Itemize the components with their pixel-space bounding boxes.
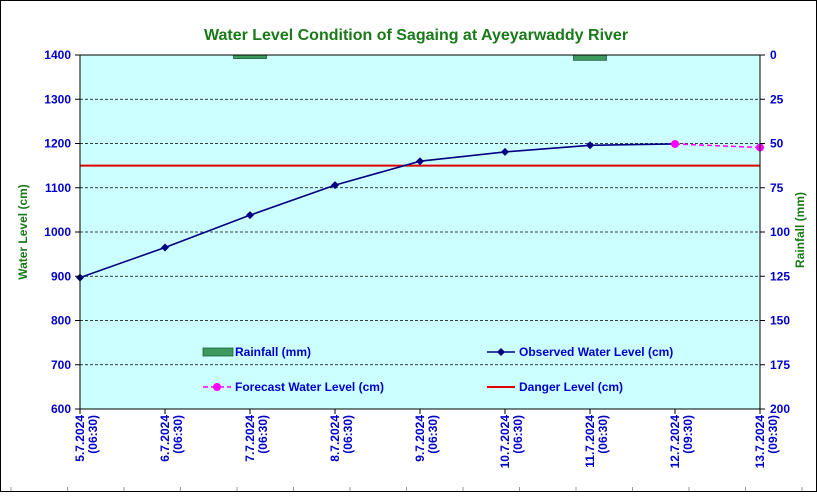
observed-point (331, 181, 339, 190)
x-tick-label: 9.7.2024(06:30) (413, 415, 440, 462)
y2-tick-label: 100 (770, 225, 790, 239)
x-tick-date: 6.7.2024 (158, 415, 172, 462)
x-tick-label: 11.7.2024(06:30) (583, 415, 610, 468)
y-tick-label: 600 (51, 402, 71, 416)
y2-tick-label: 150 (770, 314, 790, 328)
x-tick-date: 11.7.2024 (583, 415, 597, 468)
y2-tick-label: 25 (770, 92, 784, 106)
observed-water-level-line (79, 143, 676, 279)
legend: Rainfall (mm) Observed Water Level (cm) Fo… (202, 345, 673, 394)
observed-point (586, 141, 594, 150)
x-tick-time: (09:30) (766, 415, 780, 454)
observed-point (161, 243, 169, 252)
x-tick-label-group: 8.7.2024(06:30) (328, 415, 355, 462)
x-tick-label: 8.7.2024(06:30) (328, 415, 355, 462)
rainfall-bar (573, 54, 607, 61)
y2-tick-label: 125 (770, 269, 790, 283)
x-tick-date: 5.7.2024 (73, 415, 87, 462)
legend-item: Danger Level (cm) (487, 380, 623, 394)
x-tick-date: 8.7.2024 (328, 415, 342, 462)
observed-point (501, 147, 509, 156)
x-tick-time: (06:30) (596, 415, 610, 454)
axes: 1400 0 1300 25 1200 50 1100 75 1000 100 900 125 800 1… (10, 48, 803, 491)
x-tick-date: 12.7.2024 (668, 415, 682, 469)
legend-marker-observed (497, 348, 505, 356)
x-tick-label-group: 13.7.2024(09:30) (753, 415, 780, 469)
x-tick-label-group: 7.7.2024(06:30) (243, 415, 270, 462)
y2-tick-label: 200 (770, 402, 790, 416)
x-tick-label: 13.7.2024(09:30) (753, 415, 780, 469)
x-tick-label-group: 12.7.2024(09:30) (668, 415, 695, 469)
x-tick-time: (06:30) (511, 415, 525, 454)
x-tick-label: 12.7.2024(09:30) (668, 415, 695, 469)
y-tick-label: 1300 (44, 92, 71, 106)
y2-tick-label: 75 (770, 181, 784, 195)
x-tick-label: 7.7.2024(06:30) (243, 415, 270, 462)
x-tick-label-group: 9.7.2024(06:30) (413, 415, 440, 462)
y-tick-label: 1100 (45, 181, 71, 195)
legend-item: Rainfall (mm) (202, 345, 311, 359)
x-tick-time: (06:30) (426, 415, 440, 454)
series-lines (76, 139, 764, 282)
x-tick-date: 13.7.2024 (753, 415, 767, 469)
y2-tick-label: 0 (770, 48, 777, 62)
x-tick-date: 10.7.2024 (498, 415, 512, 469)
x-tick-time: (06:30) (171, 415, 185, 454)
legend-marker-forecast (213, 383, 221, 391)
x-tick-date: 9.7.2024 (413, 415, 427, 462)
rainfall-bar (233, 54, 267, 59)
y-tick-label: 1400 (44, 48, 71, 62)
x-tick-label-group: 10.7.2024(06:30) (498, 415, 525, 469)
y2-axis-label: Rainfall (mm) (793, 192, 807, 268)
chart-title: Water Level Condition of Sagaing at Ayey… (204, 27, 628, 44)
y-tick-label: 700 (51, 358, 71, 372)
observed-point (246, 211, 254, 220)
gridlines (80, 98, 760, 366)
y2-tick-label: 50 (770, 137, 784, 151)
observed-point (416, 157, 424, 166)
x-tick-label-group: 11.7.2024(06:30) (583, 415, 610, 468)
legend-swatch-rainfall (202, 347, 234, 357)
forecast-point (671, 139, 679, 148)
y-tick-label: 900 (51, 269, 71, 283)
legend-label: Observed Water Level (cm) (519, 345, 673, 359)
y-tick-label: 1200 (44, 137, 71, 151)
x-tick-date: 7.7.2024 (243, 415, 257, 462)
legend-label: Danger Level (cm) (519, 380, 623, 394)
legend-item: Forecast Water Level (cm) (203, 380, 384, 394)
y-tick-label: 1000 (44, 225, 71, 239)
x-tick-label-group: 6.7.2024(06:30) (158, 415, 185, 462)
x-tick-time: (09:30) (681, 415, 695, 454)
x-tick-time: (06:30) (86, 415, 100, 454)
x-tick-label: 6.7.2024(06:30) (158, 415, 185, 462)
x-tick-time: (06:30) (341, 415, 355, 454)
y2-tick-label: 175 (770, 358, 790, 372)
x-tick-time: (06:30) (256, 415, 270, 454)
forecast-water-level-line (674, 143, 761, 149)
x-tick-label-group: 5.7.2024(06:30) (73, 415, 100, 462)
legend-item: Observed Water Level (cm) (487, 345, 673, 359)
legend-label: Rainfall (mm) (235, 345, 311, 359)
x-tick-label: 10.7.2024(06:30) (498, 415, 525, 469)
y-axis-label: Water Level (cm) (16, 184, 30, 280)
legend-label: Forecast Water Level (cm) (235, 380, 384, 394)
x-tick-label: 5.7.2024(06:30) (73, 415, 100, 462)
y-tick-label: 800 (51, 314, 71, 328)
